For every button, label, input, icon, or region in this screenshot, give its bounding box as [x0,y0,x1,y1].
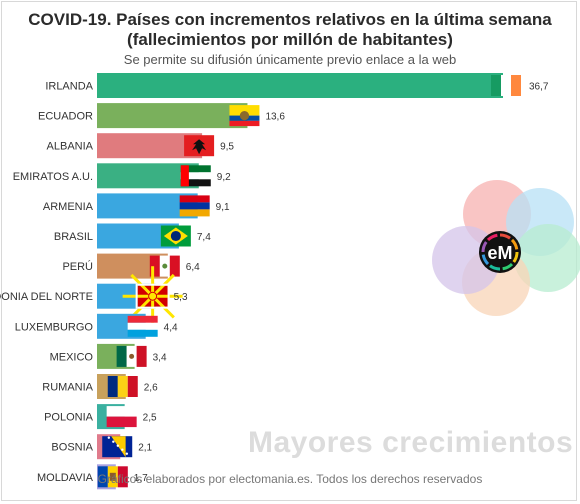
category-label: PERÚ [62,260,93,273]
electomania-logo: eM [432,180,580,316]
category-label: MEXICO [50,351,94,363]
peru-flag [149,255,180,277]
bar [97,73,503,98]
category-label: IRLANDA [45,81,93,93]
bar-row: LUXEMBURGO 4,4 [15,313,178,339]
armenia-flag [179,195,210,217]
value-label: 4,4 [164,322,178,333]
value-label: 9,2 [217,172,231,183]
category-label: LUXEMBURGO [15,321,94,333]
albania-flag [184,135,215,157]
bar-row: IRLANDA 36,7 [45,73,549,98]
bar [97,103,248,129]
logo-ring-segment [510,238,519,250]
value-label: 9,1 [216,202,230,213]
category-label: MACEDONIA DEL NORTE [0,291,93,303]
category-label: ECUADOR [38,111,93,123]
bar-row: PERÚ 6,4 [62,253,200,279]
chart-subtitle: Se permite su difusión únicamente previo… [123,52,457,67]
value-label: 6,4 [186,262,200,273]
bar-row: BRASIL 7,4 [54,223,211,249]
bar-row: ALBANIA 9,5 [47,133,234,159]
poland-flag [106,406,137,428]
value-label: 36,7 [529,82,549,93]
mexico-flag [116,345,147,367]
footer-credit: Gráficos elaborados por electomania.es. … [97,472,483,486]
logo-ring-segment [481,254,490,266]
logo-ring-segment [489,264,501,271]
value-label: 2,6 [144,383,158,394]
category-label: RUMANIA [42,382,93,394]
logo-text: eM [487,243,512,263]
logo-ring-segment [512,251,519,263]
bars-group: IRLANDA 36,7 ECUADOR 13,6 ALBANIA 9,5 EMIRATOS… [0,73,549,490]
bar-row: POLONIA 2,5 [44,404,157,430]
brazil-flag [160,225,191,247]
value-label: 9,5 [220,142,234,153]
bar-row: RUMANIA 2,6 [42,374,158,399]
value-label: 7,4 [197,232,211,243]
category-label: POLONIA [44,412,94,424]
romania-flag [107,376,138,397]
value-label: 3,4 [153,352,167,363]
category-label: ALBANIA [47,141,94,153]
luxembourg-flag [127,315,158,337]
value-label: 5,3 [174,292,188,303]
watermark-text: Mayores crecimientos [248,426,574,459]
chart-title-line1: COVID-19. Países con incrementos relativ… [28,10,552,29]
value-label: 2,5 [143,413,157,424]
logo-core [479,231,521,273]
bar-row: ECUADOR 13,6 [38,103,285,129]
category-label: BRASIL [54,231,93,243]
ecuador-flag [229,105,260,127]
bosnia-flag [102,436,133,458]
logo-circle [514,224,580,292]
category-label: BOSNIA [51,442,93,454]
bar-row: ARMENIA 9,1 [43,193,230,219]
logo-ring-segment [481,241,488,253]
bar-row: BOSNIA 2,1 [51,434,153,460]
logo-ring-segment [486,233,498,242]
moldova-flag [97,466,128,488]
value-label: 1,7 [134,473,148,484]
category-label: ARMENIA [43,201,94,213]
bar-row: MEXICO 3,4 [50,343,167,369]
value-label: 2,1 [138,443,152,454]
logo-ring-segment [502,262,514,271]
uae-flag [180,165,211,187]
logo-ring-segment [499,233,511,240]
category-label: EMIRATOS A.U. [13,171,93,183]
value-label: 13,6 [265,112,285,123]
bar-row: EMIRATOS A.U. 9,2 [13,163,231,189]
ireland-flag [491,75,521,96]
chart-title-line2: (fallecimientos por millón de habitantes… [127,30,453,49]
category-label: MOLDAVIA [37,472,94,484]
bar-row: MOLDAVIA 1,7 [37,464,148,490]
